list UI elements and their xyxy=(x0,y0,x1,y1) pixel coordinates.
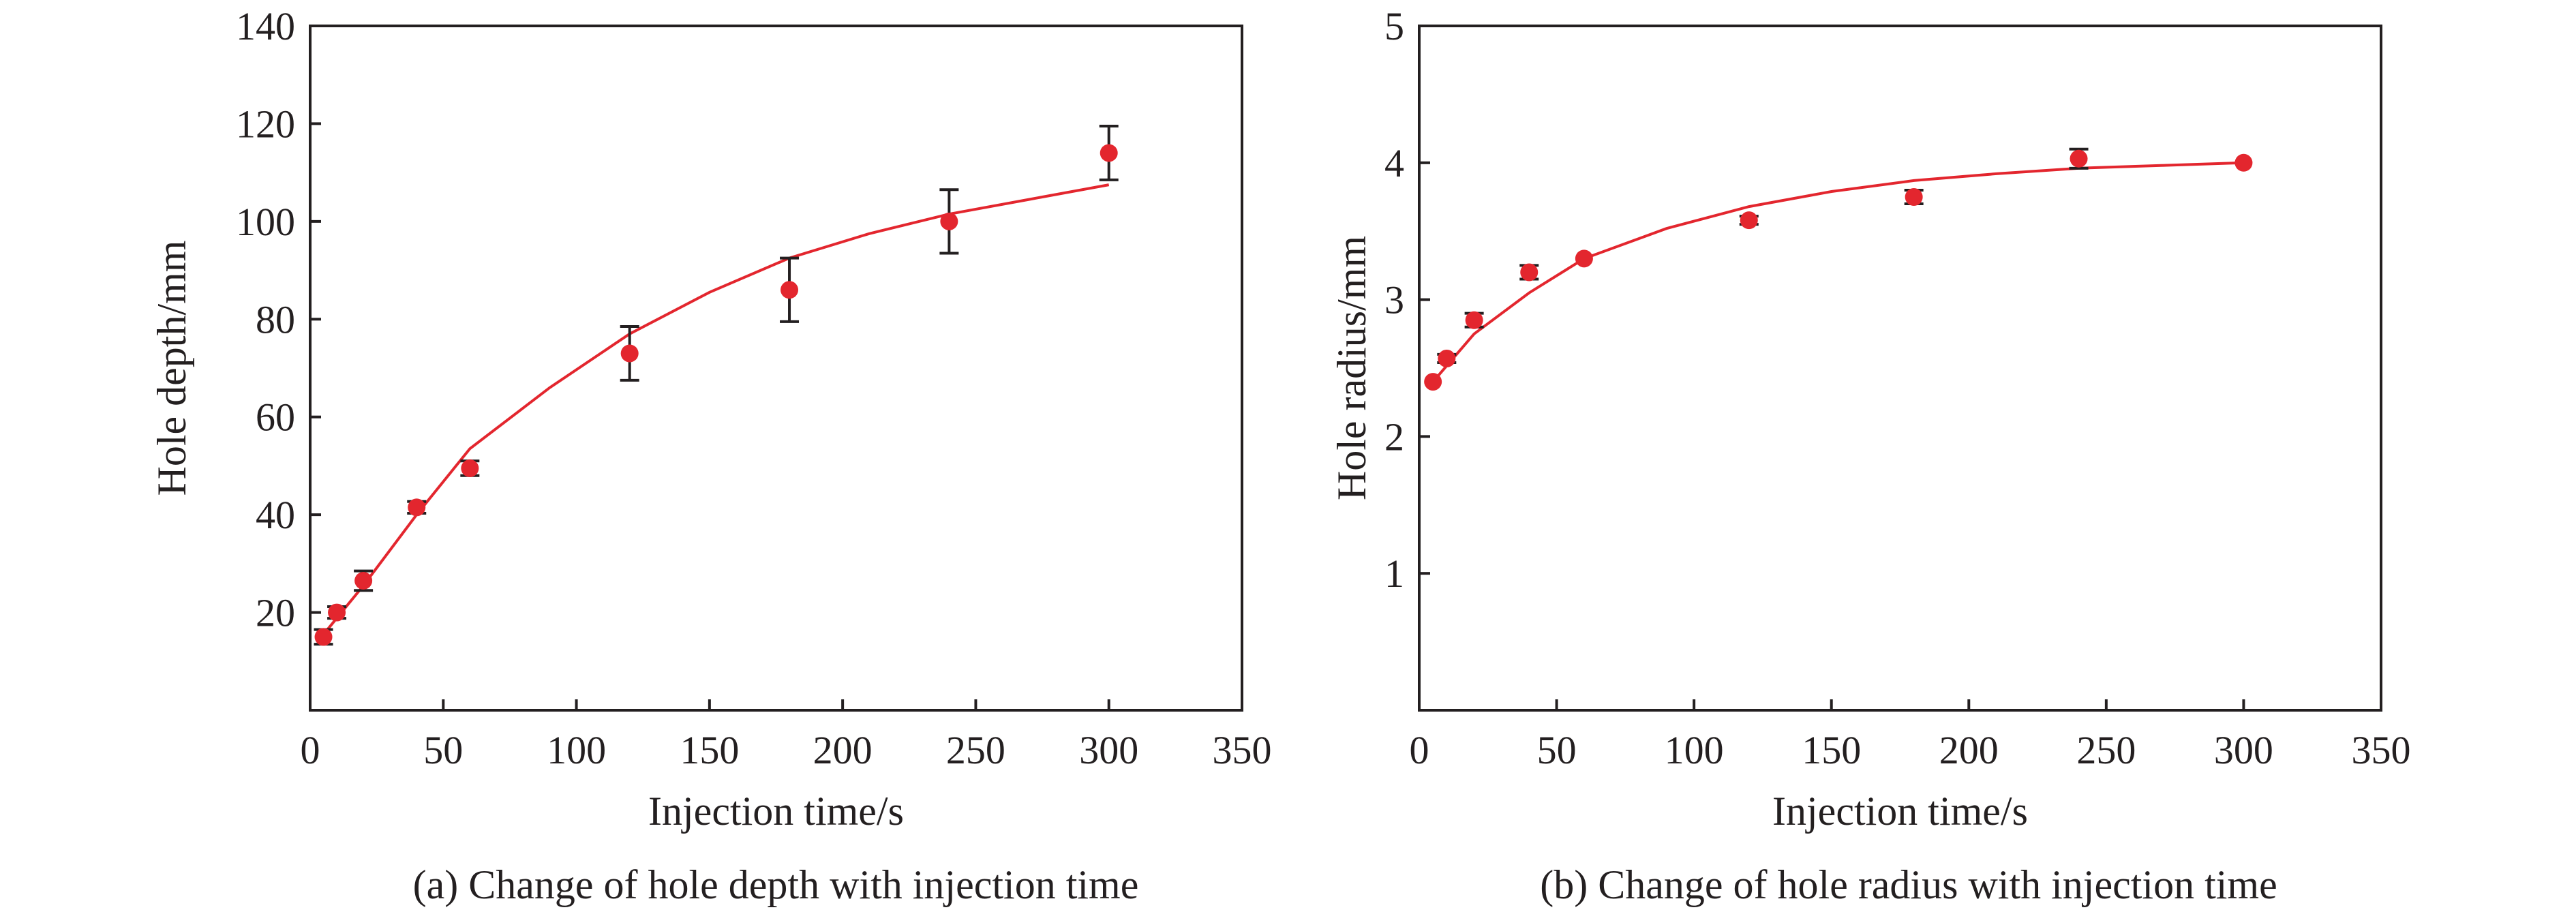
data-point xyxy=(1424,373,1442,391)
x-tick-label: 250 xyxy=(2076,728,2136,772)
panel-caption: (a) Change of hole depth with injection … xyxy=(413,862,1139,907)
y-tick-label: 40 xyxy=(256,493,295,537)
y-tick-label: 80 xyxy=(256,297,295,341)
panel-a: 0 50 100 150 200 250 300 350 20 40 60 80 100 120 140 In… xyxy=(149,4,1272,907)
data-point xyxy=(781,281,799,299)
y-tick-label: 3 xyxy=(1384,278,1404,322)
data-point xyxy=(408,498,426,517)
data-point xyxy=(314,628,333,646)
y-tick-label: 5 xyxy=(1384,4,1404,48)
x-tick-label: 350 xyxy=(2352,728,2411,772)
data-point xyxy=(1905,188,1923,206)
y-tick-label: 140 xyxy=(236,4,295,48)
y-tick-label: 120 xyxy=(236,102,295,146)
data-point xyxy=(1575,249,1593,268)
data-point xyxy=(2070,149,2088,168)
data-point xyxy=(1520,263,1539,282)
x-axis-label: Injection time/s xyxy=(648,789,904,834)
x-tick-label: 100 xyxy=(1665,728,1724,772)
x-tick-label: 0 xyxy=(301,728,320,772)
data-point xyxy=(1740,211,1758,230)
fit-curve xyxy=(322,183,1110,636)
y-tick-label: 4 xyxy=(1384,141,1404,185)
y-axis-label: Hole depth/mm xyxy=(149,241,194,496)
x-tick-label: 200 xyxy=(813,728,873,772)
x-tick-label: 50 xyxy=(423,728,463,772)
panel-b: 0 50 100 150 200 250 300 350 1 2 3 4 5 Injection time… xyxy=(1329,4,2411,907)
data-point xyxy=(461,459,479,478)
x-tick-label: 150 xyxy=(680,728,739,772)
data-point xyxy=(2234,153,2253,172)
x-tick-label: 150 xyxy=(1802,728,1861,772)
y-tick-label: 100 xyxy=(236,200,295,244)
y-tick-label: 60 xyxy=(256,395,295,440)
y-tick-label: 2 xyxy=(1384,414,1404,459)
data-point xyxy=(354,571,373,590)
x-tick-label: 350 xyxy=(1213,728,1272,772)
x-tick-label: 100 xyxy=(547,728,606,772)
data-point xyxy=(1465,311,1483,329)
y-tick-label: 20 xyxy=(256,591,295,635)
x-axis-label: Injection time/s xyxy=(1772,789,2028,834)
panel-caption: (b) Change of hole radius with injection… xyxy=(1540,862,2277,907)
y-axis-label: Hole radius/mm xyxy=(1329,236,1374,500)
plot-frame xyxy=(309,25,1243,712)
y-tick-label: 1 xyxy=(1384,551,1404,596)
x-tick-label: 50 xyxy=(1537,728,1577,772)
x-tick-label: 200 xyxy=(1939,728,1999,772)
data-point xyxy=(620,344,639,363)
data-point xyxy=(1438,349,1456,367)
plot-frame xyxy=(1418,25,2382,712)
x-tick-label: 300 xyxy=(1079,728,1138,772)
fit-curve xyxy=(1431,161,2244,383)
x-tick-label: 300 xyxy=(2214,728,2273,772)
x-tick-label: 250 xyxy=(946,728,1005,772)
data-point xyxy=(1100,144,1118,162)
x-tick-label: 0 xyxy=(1410,728,1429,772)
data-point xyxy=(328,603,346,622)
data-point xyxy=(940,212,958,230)
